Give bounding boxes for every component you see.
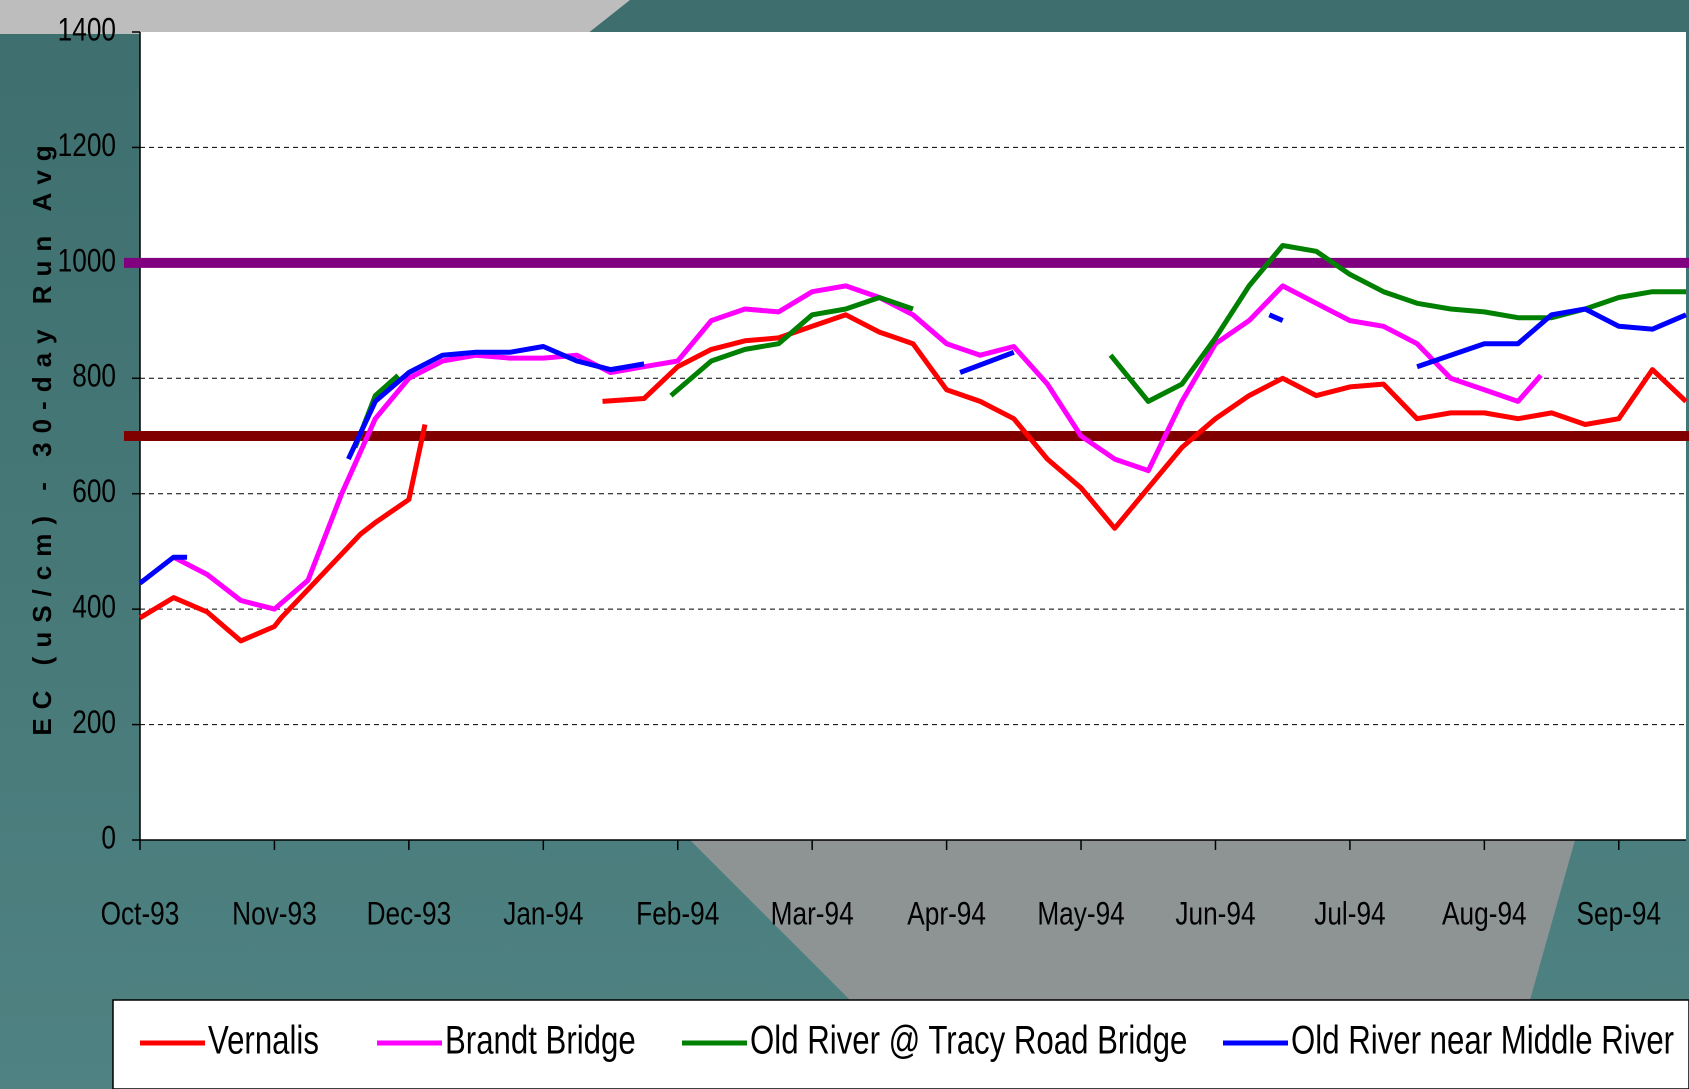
x-tick-label-group: Dec-93 [367,897,452,932]
x-tick-label: Sep-94 [1576,897,1661,932]
x-tick-label: Feb-94 [636,897,719,932]
x-tick-label: Aug-94 [1442,897,1527,932]
y-tick-label: 0 [101,821,116,856]
x-tick-label: Jul-94 [1314,897,1385,932]
y-tick-label-group: 1400 [58,13,116,48]
x-tick-label-group: Nov-93 [232,897,317,932]
legend-label: Old River near Middle River [1291,1018,1674,1063]
y-tick-label: 400 [72,590,116,625]
x-tick-label: May-94 [1037,897,1124,932]
y-tick-label-group: 400 [72,590,116,625]
x-tick-label: Nov-93 [232,897,317,932]
x-tick-label: Jan-94 [503,897,583,932]
y-tick-label-group: 600 [72,475,116,510]
y-tick-label-group: 1200 [58,129,116,164]
series-line [172,283,1543,612]
x-tick-label: Dec-93 [367,897,452,932]
legend-label: Old River @ Tracy Road Bridge [750,1018,1187,1063]
background-shape [0,0,630,34]
background-shape [690,840,1575,1000]
legend-label-group: Vernalis [208,1018,319,1063]
y-tick-label: 600 [72,475,116,510]
series-line [138,306,1687,586]
legend-box [112,999,1689,1089]
legend-label: Vernalis [208,1018,319,1063]
y-tick-label: 1200 [58,129,116,164]
y-tick-label-group: 1000 [58,244,116,279]
y-tick-label-group: 0 [101,821,116,856]
x-tick-label-group: Sep-94 [1576,897,1661,932]
x-tick-label-group: Jan-94 [503,897,583,932]
y-tick-label: 200 [72,706,116,741]
legend-label-group: Brandt Bridge [445,1018,636,1063]
y-tick-label: 1000 [58,244,116,279]
x-tick-label: Apr-94 [907,897,986,932]
y-axis-label: EC (uS/cm) - 30-day Run Avg [27,136,57,735]
x-tick-label: Mar-94 [771,897,854,932]
x-tick-label-group: Oct-93 [101,897,180,932]
x-tick-label-group: May-94 [1037,897,1124,932]
x-tick-label-group: Mar-94 [771,897,854,932]
x-tick-label-group: Feb-94 [636,897,719,932]
x-tick-label-group: Apr-94 [907,897,986,932]
x-tick-label-group: Jul-94 [1314,897,1385,932]
y-tick-label: 1400 [58,13,116,48]
y-tick-label: 800 [72,359,116,394]
legend-label-group: Old River near Middle River [1291,1018,1674,1063]
y-tick-label-group: 800 [72,359,116,394]
x-tick-label-group: Aug-94 [1442,897,1527,932]
y-tick-label-group: 200 [72,706,116,741]
legend-label-group: Old River @ Tracy Road Bridge [750,1018,1187,1063]
legend-label: Brandt Bridge [445,1018,636,1063]
x-tick-label-group: Jun-94 [1175,897,1255,932]
x-tick-label: Oct-93 [101,897,180,932]
x-tick-label: Jun-94 [1175,897,1255,932]
